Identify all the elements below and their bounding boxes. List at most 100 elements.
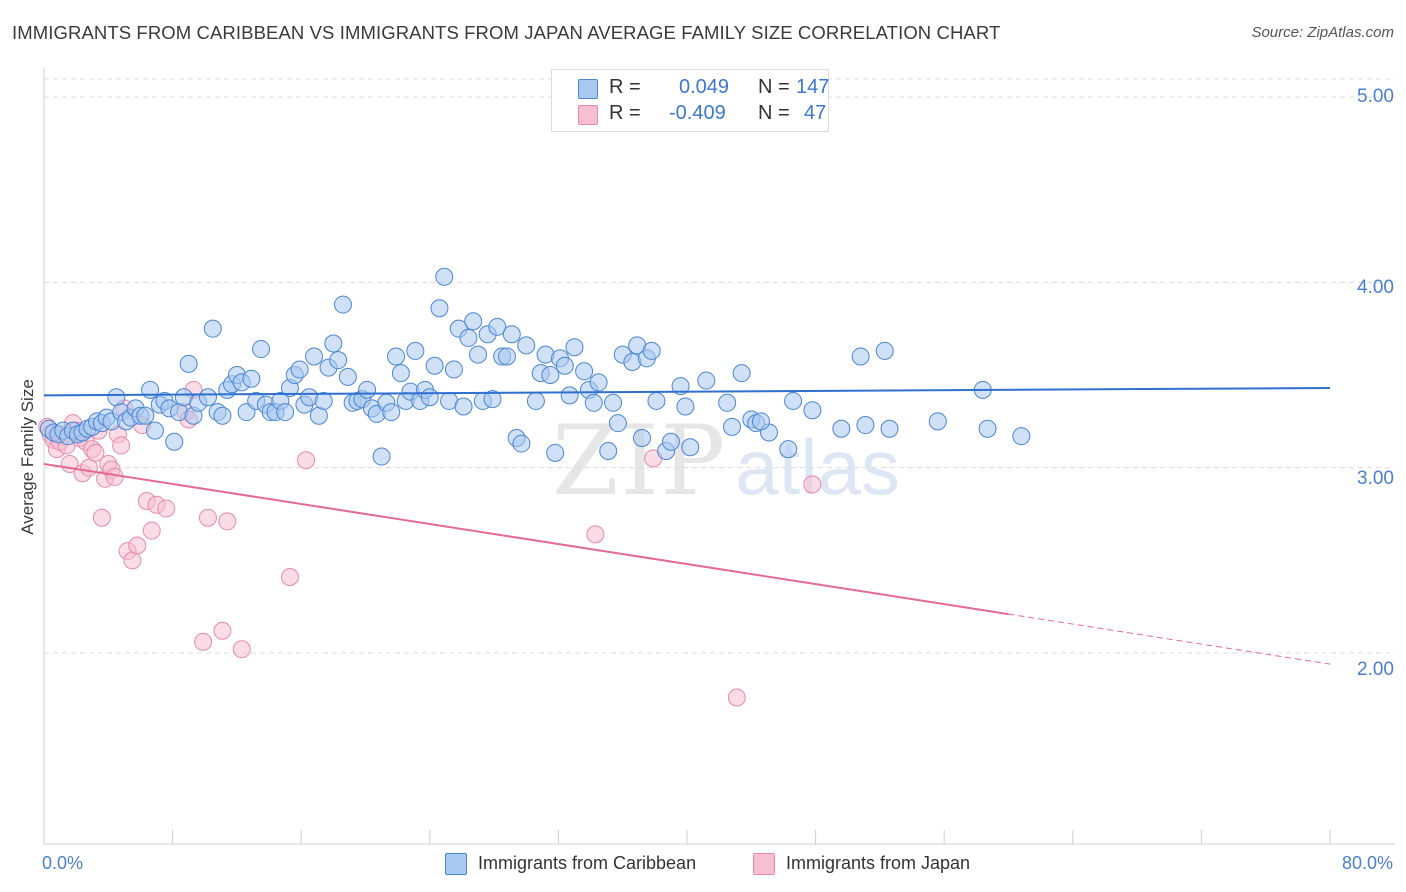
- caribbean-point: [213, 406, 232, 425]
- japan-point: [157, 499, 176, 518]
- caribbean-point: [454, 397, 473, 416]
- caribbean-point: [880, 419, 899, 438]
- caribbean-point: [242, 369, 261, 388]
- legend-label: Immigrants from Caribbean: [478, 853, 697, 873]
- r-label: R =: [609, 102, 641, 124]
- caribbean-point: [502, 325, 521, 344]
- y-tick-label: 5.00: [1357, 86, 1394, 107]
- caribbean-point: [372, 447, 391, 466]
- caribbean-point: [718, 393, 737, 412]
- caribbean-point: [555, 356, 574, 375]
- n-value: 147: [796, 76, 830, 98]
- caribbean-point: [483, 390, 502, 409]
- japan-point: [112, 436, 131, 455]
- caribbean-point: [198, 388, 217, 407]
- japan-point: [232, 640, 251, 659]
- caribbean-point: [575, 362, 594, 381]
- caribbean-point: [751, 412, 770, 431]
- japan-point: [727, 688, 746, 707]
- r-label: R =: [609, 76, 641, 98]
- caribbean-point: [928, 412, 947, 431]
- caribbean-point: [333, 295, 352, 314]
- caribbean-point: [252, 340, 271, 359]
- caribbean-point: [435, 267, 454, 286]
- axes: [43, 68, 1395, 845]
- caribbean-swatch: [578, 79, 598, 99]
- series-japan-points: [38, 380, 822, 707]
- japan-point: [586, 525, 605, 544]
- caribbean-point: [425, 356, 444, 375]
- caribbean-point: [329, 351, 348, 370]
- japan-point: [213, 621, 232, 640]
- caribbean-point: [276, 403, 295, 422]
- caribbean-point: [546, 443, 565, 462]
- japan-legend-swatch: [753, 853, 775, 875]
- caribbean-point: [382, 403, 401, 422]
- caribbean-point: [779, 440, 798, 459]
- n-label: N =: [758, 76, 790, 98]
- caribbean-point: [464, 312, 483, 331]
- japan-point: [803, 475, 822, 494]
- caribbean-point: [608, 414, 627, 433]
- caribbean-point: [589, 373, 608, 392]
- caribbean-point: [671, 377, 690, 396]
- caribbean-point: [732, 364, 751, 383]
- r-value: -0.409: [669, 102, 726, 124]
- caribbean-point: [526, 391, 545, 410]
- x-tick-label-min: 0.0%: [42, 853, 84, 873]
- caribbean-point: [420, 388, 439, 407]
- japan-point: [194, 632, 213, 651]
- n-label: N =: [758, 102, 790, 124]
- caribbean-point: [305, 347, 324, 366]
- r-value: 0.049: [679, 76, 730, 98]
- japan-point: [218, 512, 237, 531]
- caribbean-point: [145, 421, 164, 440]
- japan-point: [280, 568, 299, 587]
- legend-label: Immigrants from Japan: [786, 853, 971, 873]
- caribbean-point: [459, 328, 478, 347]
- caribbean-legend-swatch: [445, 853, 467, 875]
- caribbean-point: [851, 347, 870, 366]
- caribbean-point: [599, 441, 618, 460]
- x-tick-label-max: 80.0%: [1341, 853, 1393, 873]
- caribbean-point: [681, 438, 700, 457]
- series-caribbean-points: [39, 267, 1031, 466]
- caribbean-point: [803, 401, 822, 420]
- y-axis-label: Average Family Size: [18, 379, 37, 535]
- caribbean-point: [497, 347, 516, 366]
- caribbean-point: [784, 391, 803, 410]
- caribbean-point: [856, 416, 875, 435]
- caribbean-point: [604, 393, 623, 412]
- caribbean-point: [406, 341, 425, 360]
- caribbean-trend-line: [43, 386, 1331, 397]
- caribbean-point: [391, 364, 410, 383]
- caribbean-point: [136, 406, 155, 425]
- caribbean-point: [430, 299, 449, 318]
- caribbean-point: [584, 393, 603, 412]
- japan-point: [142, 521, 161, 540]
- caribbean-point: [314, 391, 333, 410]
- caribbean-point: [647, 391, 666, 410]
- caribbean-point: [469, 345, 488, 364]
- caribbean-point: [1012, 427, 1031, 446]
- japan-point: [92, 508, 111, 527]
- caribbean-point: [565, 338, 584, 357]
- caribbean-point: [632, 429, 651, 448]
- caribbean-point: [488, 317, 507, 336]
- caribbean-point: [676, 397, 695, 416]
- japan-trend-line: [43, 462, 1009, 616]
- n-value: 47: [804, 102, 827, 124]
- caribbean-point: [324, 334, 343, 353]
- caribbean-point: [512, 434, 531, 453]
- japan-point: [128, 536, 147, 555]
- japan-point: [86, 443, 105, 462]
- caribbean-point: [444, 360, 463, 379]
- caribbean-point: [387, 347, 406, 366]
- caribbean-point: [978, 419, 997, 438]
- caribbean-point: [875, 341, 894, 360]
- caribbean-point: [832, 419, 851, 438]
- japan-point: [297, 451, 316, 470]
- caribbean-point: [661, 432, 680, 451]
- caribbean-point: [290, 360, 309, 379]
- caribbean-point: [541, 366, 560, 384]
